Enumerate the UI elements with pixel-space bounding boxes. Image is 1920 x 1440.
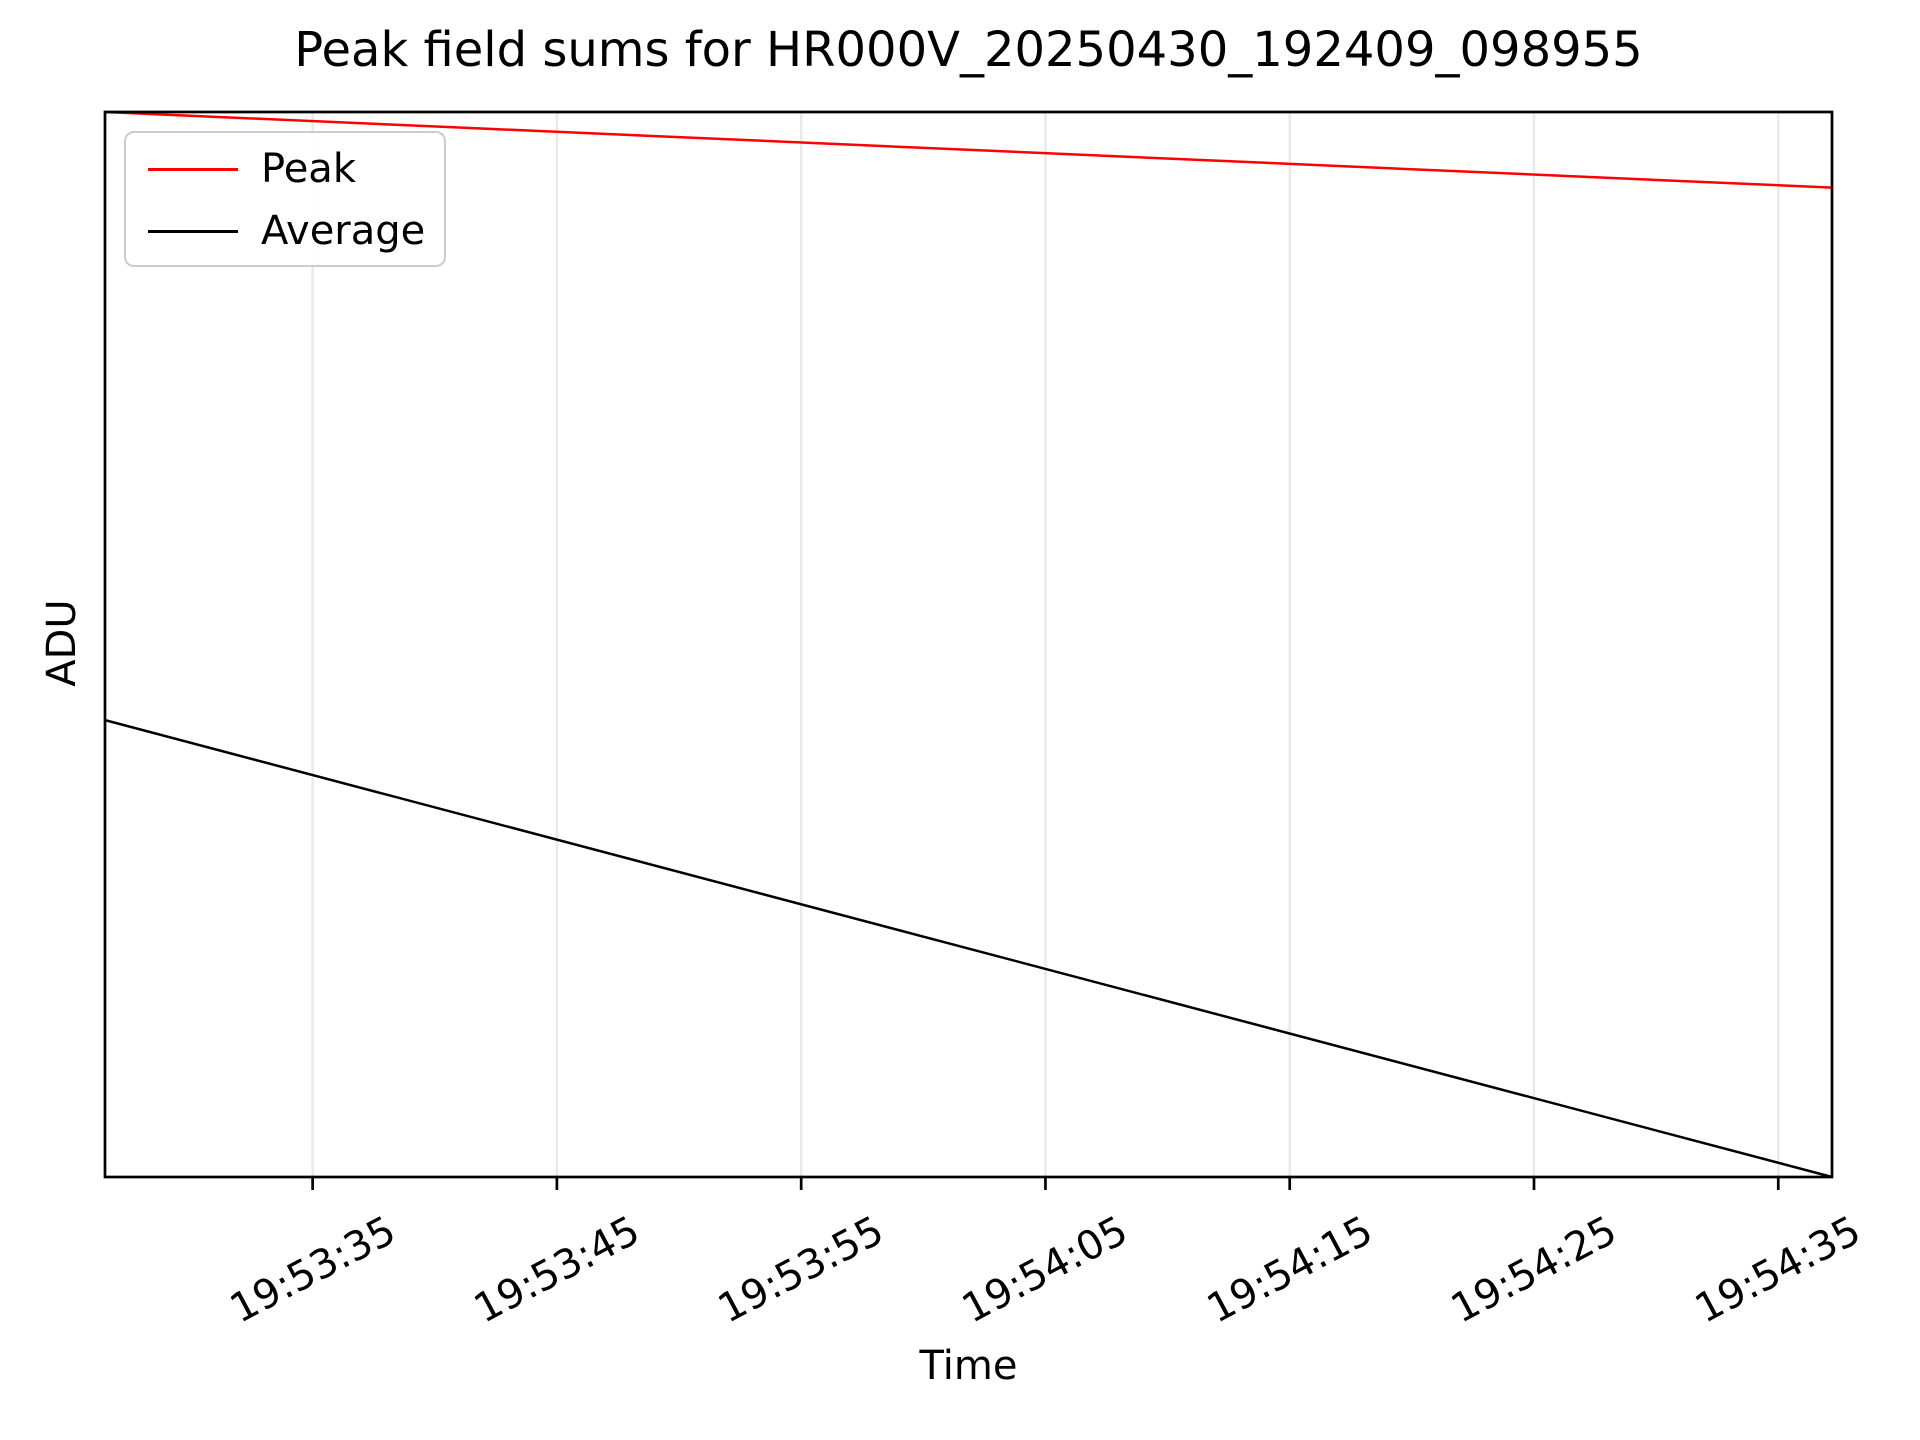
legend: Peak Average [124, 131, 446, 267]
series-line-average [104, 718, 1833, 1179]
average-line-sample [148, 229, 238, 233]
legend-item-peak: Peak [148, 138, 444, 200]
x-axis-label: Time [919, 1343, 1018, 1389]
legend-item-average: Average [148, 200, 444, 262]
legend-label-peak: Peak [261, 146, 356, 192]
plot-border [103, 110, 1834, 1179]
chart-title: Peak field sums for HR000V_20250430_1924… [294, 22, 1643, 78]
legend-label-average: Average [261, 208, 426, 254]
peak-line-sample [148, 167, 238, 171]
y-axis-label: ADU [39, 599, 85, 687]
series-line-peak [104, 110, 1833, 189]
